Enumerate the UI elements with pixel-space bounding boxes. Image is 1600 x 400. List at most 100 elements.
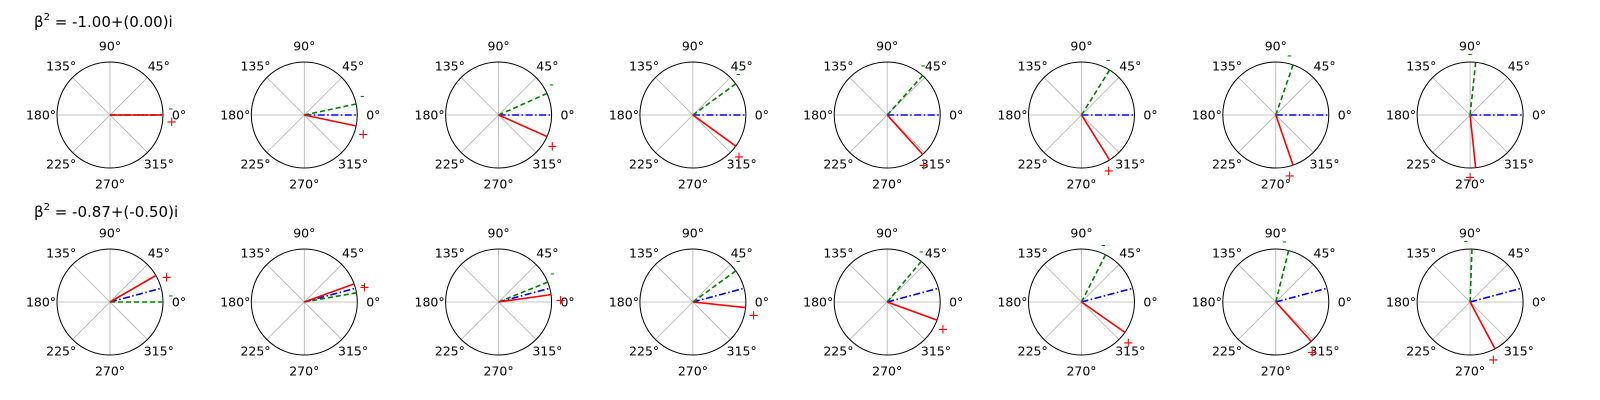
angle-tick-label: 0°	[755, 108, 769, 123]
polar-panel-r2-p1: 0° 45° 90° 135° 180° 225° 270° 315° + -	[26, 226, 186, 379]
angle-tick-label: 270°	[872, 364, 902, 379]
angle-tick-label: 315°	[1504, 156, 1534, 171]
angle-tick-label: 225°	[240, 156, 270, 171]
plus-sign-label: +	[1284, 169, 1295, 184]
angle-tick-label: 90°	[1459, 39, 1481, 54]
angle-tick-label: 270°	[1455, 364, 1485, 379]
angle-tick-label: 135°	[1406, 59, 1436, 74]
angle-tick-label: 45°	[148, 246, 170, 261]
angle-tick-label: 45°	[925, 246, 947, 261]
angle-tick-label: 270°	[872, 177, 902, 192]
mid-series-line	[498, 287, 551, 303]
angle-tick-label: 135°	[1018, 246, 1048, 261]
angle-tick-label: 225°	[1018, 156, 1048, 171]
minus-series-line	[304, 103, 357, 116]
angle-tick-label: 90°	[1070, 39, 1092, 54]
polar-frame	[445, 61, 553, 169]
angle-tick-label: 45°	[1119, 59, 1141, 74]
polar-panel-r2-p8: 0° 45° 90° 135° 180° 225° 270° 315° + -	[1386, 226, 1546, 379]
minus-sign-label: -	[736, 254, 741, 269]
angle-tick-label: 270°	[289, 177, 319, 192]
polar-panel-r1-p8: 0° 45° 90° 135° 180° 225° 270° 315° + -	[1386, 39, 1546, 192]
angle-tick-label: 0°	[560, 108, 574, 123]
minus-sign-label: -	[360, 89, 365, 104]
grid-spoke	[849, 264, 925, 340]
minus-series-line	[886, 260, 922, 303]
angle-tick-label: 315°	[1504, 343, 1534, 358]
angle-tick-label: 225°	[46, 156, 76, 171]
minus-sign-label: -	[1106, 53, 1111, 68]
angle-tick-label: 45°	[731, 246, 753, 261]
angle-tick-label: 0°	[755, 295, 769, 310]
plus-sign-label: +	[918, 159, 929, 174]
polar-frame	[1416, 61, 1524, 169]
minus-series-line	[1469, 62, 1477, 116]
angle-tick-label: 180°	[803, 295, 833, 310]
angle-tick-label: 315°	[338, 343, 368, 358]
angle-tick-label: 0°	[560, 295, 574, 310]
polar-panel-r1-p1: 0° 45° 90° 135° 180° 225° 270° 315° +-	[26, 39, 186, 192]
minus-sign-label: -	[168, 102, 173, 117]
angle-tick-label: 0°	[172, 295, 186, 310]
angle-tick-label: 90°	[1265, 226, 1287, 241]
angle-tick-label: 270°	[1455, 177, 1485, 192]
mid-series-line	[1081, 287, 1133, 303]
angle-tick-label: 270°	[678, 177, 708, 192]
angle-tick-label: 45°	[148, 59, 170, 74]
angle-tick-label: 180°	[26, 295, 56, 310]
polar-panel-r2-p3: 0° 45° 90° 135° 180° 225° 270° 315° +-	[415, 226, 575, 379]
angle-tick-label: 270°	[95, 177, 125, 192]
plus-series-line	[304, 114, 357, 127]
plus-sign-label: +	[734, 150, 745, 165]
polar-panel-r2-p2: 0° 45° 90° 135° 180° 225° 270° 315° +-	[220, 226, 380, 379]
angle-tick-label: 225°	[629, 156, 659, 171]
angle-tick-label: 225°	[823, 156, 853, 171]
angle-tick-label: 315°	[144, 156, 174, 171]
angle-tick-label: 180°	[415, 108, 445, 123]
plus-sign-label: +	[937, 323, 948, 338]
polar-frame	[1028, 248, 1135, 356]
angle-tick-label: 90°	[1070, 226, 1092, 241]
minus-sign-label: -	[1101, 238, 1106, 253]
polar-frame	[639, 61, 747, 169]
plus-sign-label: +	[1465, 171, 1476, 186]
mid-series-line	[692, 287, 745, 303]
angle-tick-label: 180°	[997, 295, 1027, 310]
angle-tick-label: 90°	[876, 226, 898, 241]
angle-tick-label: 135°	[46, 59, 76, 74]
polar-panel-r1-p7: 0° 45° 90° 135° 180° 225° 270° 315° + -	[1192, 39, 1352, 192]
angle-tick-label: 45°	[342, 59, 364, 74]
angle-tick-label: 270°	[484, 364, 514, 379]
angle-tick-label: 90°	[488, 226, 510, 241]
angle-tick-label: 135°	[1406, 246, 1436, 261]
mid-series-line	[1469, 287, 1522, 303]
angle-tick-label: 180°	[1192, 108, 1222, 123]
mid-series-line	[886, 287, 939, 303]
angle-tick-label: 90°	[682, 226, 704, 241]
angle-tick-label: 135°	[1212, 246, 1242, 261]
minus-series-line	[1080, 69, 1111, 116]
row-title-2: β2 = -0.87+(-0.50)i	[34, 202, 178, 221]
minus-sign-label: -	[736, 67, 741, 82]
plus-sign-label: +	[1123, 336, 1134, 351]
minus-sign-label: -	[1468, 47, 1473, 62]
plus-sign-label: +	[547, 140, 558, 155]
angle-tick-label: 270°	[1066, 364, 1096, 379]
minus-series-line	[304, 292, 357, 303]
polar-frame	[1416, 248, 1524, 356]
angle-tick-label: 270°	[289, 364, 319, 379]
angle-tick-label: 180°	[803, 108, 833, 123]
angle-tick-label: 180°	[997, 108, 1027, 123]
angle-tick-label: 225°	[1212, 156, 1242, 171]
angle-tick-label: 180°	[1386, 295, 1416, 310]
plus-sign-label: +	[748, 308, 759, 323]
plus-series-line	[498, 293, 552, 303]
angle-tick-label: 0°	[1338, 295, 1352, 310]
angle-tick-label: 225°	[629, 343, 659, 358]
angle-tick-label: 315°	[532, 156, 562, 171]
angle-tick-label: 90°	[293, 39, 315, 54]
angle-tick-label: 45°	[1508, 246, 1530, 261]
angle-tick-label: 315°	[338, 156, 368, 171]
angle-tick-label: 90°	[99, 226, 121, 241]
